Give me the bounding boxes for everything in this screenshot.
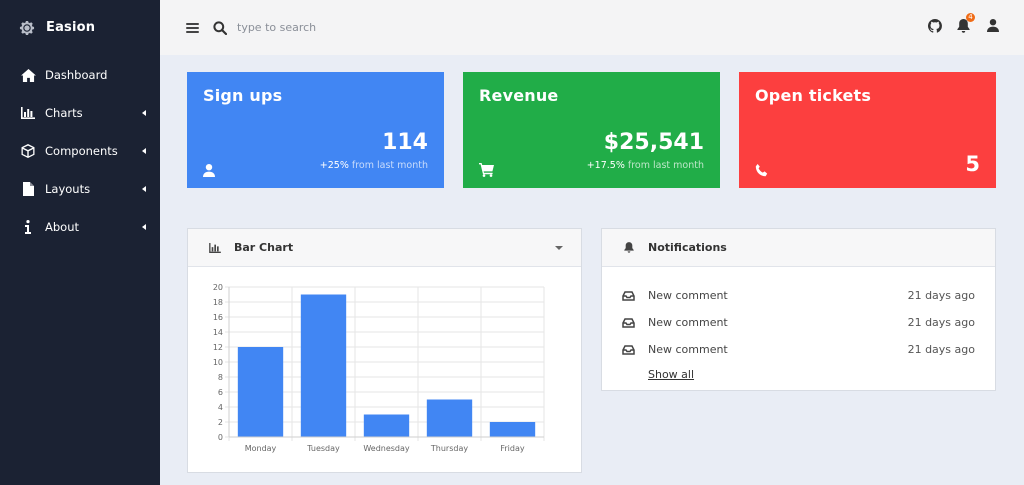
chevron-down-icon[interactable] [555,245,563,250]
y-tick-label: 14 [213,328,223,337]
bar-chart-panel-header: Bar Chart [188,229,581,267]
panel-title: Notifications [648,241,727,254]
sidebar-item-label: About [45,220,80,234]
top-right-actions: 4 [927,13,1000,33]
y-tick-label: 10 [213,358,223,367]
x-tick-label: Thursday [430,444,468,453]
card-change: +25% from last month [320,160,428,171]
notification-item[interactable]: New comment 21 days ago [622,336,975,363]
y-tick-label: 6 [218,388,223,397]
bar-tuesday [300,294,347,437]
y-tick-label: 20 [213,283,223,292]
notification-item[interactable]: New comment 21 days ago [622,309,975,336]
panel-title: Bar Chart [234,241,294,254]
app-title: Easion [46,20,96,35]
chevron-left-icon [142,224,146,230]
inbox-icon [622,344,636,356]
chevron-left-icon [142,148,146,154]
notification-text: New comment [648,343,728,356]
github-icon[interactable] [927,18,942,33]
search-icon[interactable] [213,20,227,35]
card-change: +17.5% from last month [587,160,704,171]
search-input[interactable] [237,21,437,34]
inbox-icon [622,290,636,302]
revenue-card: Revenue $25,541 +17.5% from last month [463,72,720,188]
sidebar: Easion Dashboard Charts Components [0,0,160,485]
cart-icon [479,162,494,177]
signups-card: Sign ups 114 +25% from last month [187,72,444,188]
x-tick-label: Monday [245,444,277,453]
bar-wednesday [363,414,410,437]
notification-time: 21 days ago [907,316,975,329]
sidebar-item-dashboard[interactable]: Dashboard [0,56,160,94]
bar-chart: 0 2 4 6 8 10 12 14 16 18 20 Monday Tuesday Wednesday T… [213,283,545,453]
top-bar: 4 [160,0,1024,55]
x-tick-label: Wednesday [363,444,410,453]
show-all-link[interactable]: Show all [648,368,695,381]
notification-item[interactable]: New comment 21 days ago [622,282,975,309]
sidebar-item-label: Components [45,144,118,158]
y-tick-label: 12 [213,343,223,352]
card-change-text: from last month [348,160,428,171]
user-icon [203,162,217,177]
bar-chart-icon [208,241,222,255]
hamburger-menu-icon[interactable] [186,22,199,33]
brand[interactable]: Easion [0,0,160,55]
x-tick-label: Friday [500,444,525,453]
bar-chart-icon [19,105,37,121]
notification-list: New comment 21 days ago New comment 21 d… [602,267,995,363]
x-tick-label: Tuesday [306,444,340,453]
card-title: Revenue [479,86,559,105]
open-tickets-card: Open tickets 5 [739,72,996,188]
home-icon [19,67,37,83]
card-change-text: from last month [624,160,704,171]
card-change-percent: +25% [319,160,349,171]
user-account-icon[interactable] [985,18,1000,33]
card-value: 114 [382,130,428,155]
notification-text: New comment [648,316,728,329]
sidebar-item-label: Charts [45,106,83,120]
phone-icon [755,162,769,177]
bar-thursday [426,399,473,437]
sidebar-item-label: Layouts [45,182,91,196]
sidebar-item-layouts[interactable]: Layouts [0,170,160,208]
sidebar-item-about[interactable]: About [0,208,160,246]
bell-notification-icon[interactable]: 4 [956,13,975,33]
chevron-left-icon [142,110,146,116]
y-tick-label: 2 [218,418,223,427]
card-value: $25,541 [603,130,704,155]
bar-chart-panel: Bar Chart 0 2 4 6 8 10 12 14 16 18 20 Monday Tuesday… [187,228,582,473]
notification-time: 21 days ago [907,343,975,356]
y-tick-label: 18 [213,298,223,307]
notifications-panel-header: Notifications [602,229,995,267]
bar-monday [237,347,284,437]
y-tick-label: 0 [218,433,223,442]
y-tick-label: 8 [218,373,223,382]
card-title: Open tickets [755,86,872,105]
bell-icon [622,241,636,255]
notifications-panel: Notifications New comment 21 days ago Ne… [601,228,996,391]
notification-count-badge: 4 [966,13,975,22]
gear-logo-icon [18,19,36,37]
card-value: 5 [965,152,980,176]
file-icon [19,181,37,197]
sidebar-item-charts[interactable]: Charts [0,94,160,132]
chevron-left-icon [142,186,146,192]
notification-text: New comment [648,289,728,302]
sidebar-item-components[interactable]: Components [0,132,160,170]
y-tick-label: 16 [213,313,223,322]
card-title: Sign ups [203,86,283,105]
cube-icon [19,143,37,159]
sidebar-item-label: Dashboard [45,68,108,82]
notification-time: 21 days ago [907,289,975,302]
info-icon [19,219,37,235]
y-tick-label: 4 [218,403,223,412]
inbox-icon [622,317,636,329]
card-change-percent: +17.5% [586,160,625,171]
sidebar-nav: Dashboard Charts Components Layouts [0,56,160,246]
bar-friday [489,422,536,437]
